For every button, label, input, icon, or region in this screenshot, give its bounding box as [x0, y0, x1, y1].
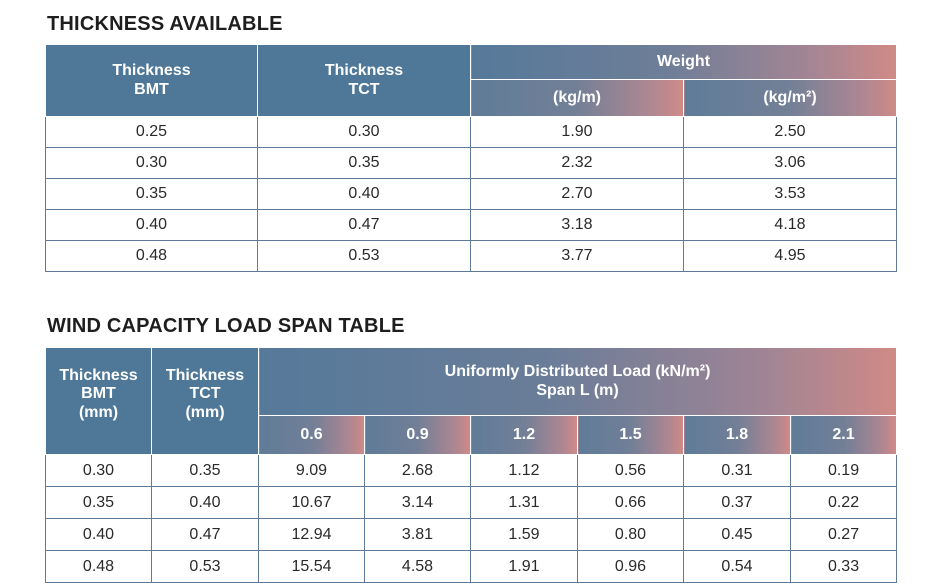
cell-weight-kgm: 3.18 — [470, 209, 684, 241]
cell-weight-kgm: 1.90 — [470, 116, 684, 148]
cell-load-1-5: 0.66 — [577, 486, 684, 519]
cell-load-0-9: 4.58 — [364, 550, 471, 583]
header-span-0-6: 0.6 — [258, 415, 365, 455]
header-bmt-line1: Thickness — [59, 367, 138, 384]
table-row: 0.35 0.40 10.67 3.14 1.31 0.66 0.37 0.22 — [45, 486, 898, 519]
table-row: 0.40 0.47 3.18 4.18 — [45, 209, 897, 241]
cell-bmt: 0.48 — [45, 550, 152, 583]
cell-bmt: 0.48 — [45, 240, 258, 272]
cell-bmt: 0.30 — [45, 454, 152, 487]
cell-bmt: 0.35 — [45, 178, 258, 210]
cell-tct: 0.40 — [257, 178, 471, 210]
cell-bmt: 0.35 — [45, 486, 152, 519]
cell-load-1-8: 0.45 — [683, 518, 791, 551]
cell-load-2-1: 0.22 — [789, 486, 898, 519]
cell-load-0-6: 10.67 — [258, 486, 365, 519]
table-row: 0.48 0.53 3.77 4.95 — [45, 240, 897, 272]
header-tct-line2: TCT — [189, 385, 221, 403]
thickness-available-title: THICKNESS AVAILABLE — [47, 13, 283, 35]
cell-load-0-9: 2.68 — [364, 454, 471, 487]
cell-load-1-5: 0.96 — [577, 550, 684, 583]
cell-load-1-2: 1.59 — [470, 518, 578, 551]
cell-tct: 0.35 — [151, 454, 259, 487]
table-row: 0.30 0.35 9.09 2.68 1.12 0.56 0.31 0.19 — [45, 454, 898, 487]
cell-tct: 0.35 — [257, 147, 471, 179]
header-span-0-9: 0.9 — [364, 415, 471, 455]
cell-load-1-2: 1.31 — [470, 486, 578, 519]
table-row: 0.40 0.47 12.94 3.81 1.59 0.80 0.45 0.27 — [45, 518, 898, 551]
cell-load-0-9: 3.14 — [364, 486, 471, 519]
cell-load-2-1: 0.27 — [789, 518, 898, 551]
header-span-2-1: 2.1 — [789, 415, 898, 455]
table-row: 0.25 0.30 1.90 2.50 — [45, 116, 897, 148]
cell-load-1-2: 1.12 — [470, 454, 578, 487]
wind-capacity-title: WIND CAPACITY LOAD SPAN TABLE — [47, 315, 405, 337]
header-weight-kg-per-m2: (kg/m²) — [683, 79, 897, 117]
cell-bmt: 0.40 — [45, 518, 152, 551]
cell-tct: 0.53 — [257, 240, 471, 272]
cell-weight-kgm: 2.70 — [470, 178, 684, 210]
table-row: 0.48 0.53 15.54 4.58 1.91 0.96 0.54 0.33 — [45, 550, 898, 583]
cell-weight-kgm2: 2.50 — [683, 116, 897, 148]
cell-load-2-1: 0.19 — [789, 454, 898, 487]
header-span-1-2: 1.2 — [470, 415, 578, 455]
cell-weight-kgm2: 3.06 — [683, 147, 897, 179]
header-thickness-tct-line1: Thickness — [324, 62, 404, 80]
cell-load-1-5: 0.56 — [577, 454, 684, 487]
header-thickness-bmt: Thickness BMT — [45, 44, 258, 117]
cell-tct: 0.30 — [257, 116, 471, 148]
header-span-1-5: 1.5 — [577, 415, 684, 455]
cell-weight-kgm: 3.77 — [470, 240, 684, 272]
header-distributed-load: Uniformly Distributed Load (kN/m²) Span … — [257, 346, 898, 417]
cell-tct: 0.47 — [151, 518, 259, 551]
cell-load-0-9: 3.81 — [364, 518, 471, 551]
header-bmt-line2: BMT — [81, 385, 116, 403]
cell-tct: 0.40 — [151, 486, 259, 519]
cell-load-1-5: 0.80 — [577, 518, 684, 551]
header-load-line1: Uniformly Distributed Load (kN/m²) — [444, 363, 711, 381]
cell-tct: 0.47 — [257, 209, 471, 241]
cell-weight-kgm2: 4.18 — [683, 209, 897, 241]
cell-bmt: 0.25 — [45, 116, 258, 148]
cell-load-0-6: 12.94 — [258, 518, 365, 551]
thickness-available-table: Thickness BMT Thickness TCT Weight (kg/m… — [45, 44, 897, 272]
table-row: 0.30 0.35 2.32 3.06 — [45, 147, 897, 179]
header-thickness-tct-line2: TCT — [348, 80, 380, 98]
cell-weight-kgm2: 3.53 — [683, 178, 897, 210]
header-load-line2: Span L (m) — [536, 381, 619, 399]
header-thickness-tct-mm: Thickness TCT (mm) — [151, 347, 259, 455]
header-weight: Weight — [470, 44, 897, 80]
cell-bmt: 0.30 — [45, 147, 258, 179]
cell-load-0-6: 9.09 — [258, 454, 365, 487]
header-thickness-bmt-mm: Thickness BMT (mm) — [45, 347, 152, 455]
cell-load-1-8: 0.37 — [683, 486, 791, 519]
header-thickness-bmt-line2: BMT — [134, 80, 169, 98]
header-weight-kg-per-m: (kg/m) — [470, 79, 684, 117]
cell-load-1-8: 0.31 — [683, 454, 791, 487]
header-tct-line1: Thickness — [165, 367, 245, 384]
header-span-1-8: 1.8 — [683, 415, 791, 455]
cell-bmt: 0.40 — [45, 209, 258, 241]
cell-load-0-6: 15.54 — [258, 550, 365, 583]
header-bmt-line3: (mm) — [78, 403, 119, 421]
header-tct-line3: (mm) — [185, 403, 225, 421]
cell-weight-kgm2: 4.95 — [683, 240, 897, 272]
cell-load-1-2: 1.91 — [470, 550, 578, 583]
wind-capacity-table: Thickness BMT (mm) Thickness TCT (mm) Un… — [45, 346, 898, 583]
cell-load-1-8: 0.54 — [683, 550, 791, 583]
cell-load-2-1: 0.33 — [789, 550, 898, 583]
cell-tct: 0.53 — [151, 550, 259, 583]
cell-weight-kgm: 2.32 — [470, 147, 684, 179]
table-row: 0.35 0.40 2.70 3.53 — [45, 178, 897, 210]
header-thickness-bmt-line1: Thickness — [112, 62, 191, 80]
header-thickness-tct: Thickness TCT — [257, 44, 471, 117]
